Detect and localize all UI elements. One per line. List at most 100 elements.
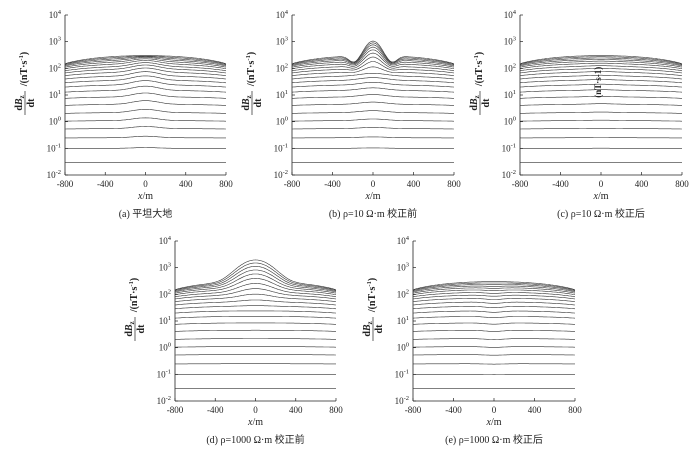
y-tick-label: 104 xyxy=(504,9,517,20)
y-label-unit: /(nT·s-1) xyxy=(366,278,378,313)
overlay-unit-text: (nT·s-1) xyxy=(593,67,603,98)
curve-line xyxy=(520,103,682,106)
curve-line xyxy=(413,354,575,356)
x-tick-label: -800 xyxy=(405,405,422,415)
x-axis-label: x/m xyxy=(364,191,380,202)
panel-a: 10-2 10-1 100 101 102 103 104 -800 -400 0 400 800 x/… xyxy=(14,9,233,220)
curve-line xyxy=(412,294,576,300)
curve-line xyxy=(519,89,683,93)
curve-line xyxy=(412,284,576,292)
x-tick-label: -400 xyxy=(445,405,462,415)
curve-line xyxy=(413,363,575,365)
curve-line xyxy=(412,285,576,293)
x-axis-label: x/m xyxy=(137,191,153,202)
y-tick-label: 101 xyxy=(504,89,516,100)
y-tick-label: 10-2 xyxy=(47,169,61,180)
curve-line xyxy=(519,56,683,65)
y-tick-label: 103 xyxy=(276,36,288,47)
curve-line xyxy=(412,298,576,302)
y-tick-label: 102 xyxy=(49,62,61,73)
x-tick-label: 0 xyxy=(492,405,497,415)
y-tick-label: 100 xyxy=(159,342,171,353)
y-tick-label: 104 xyxy=(49,9,62,20)
y-tick-label: 101 xyxy=(276,89,288,100)
curve-line xyxy=(175,346,336,348)
y-tick-label: 102 xyxy=(397,288,409,299)
curve-line xyxy=(64,62,227,72)
y-tick-label: 100 xyxy=(504,116,516,127)
x-axis-label: x/m xyxy=(592,191,608,202)
panel-d: 10-2 10-1 100 101 102 103 104 -800 -400 0 400 800 x/… xyxy=(124,235,343,446)
y-label-unit: /(nT·s-1) xyxy=(245,52,257,87)
y-label-numerator: dBz xyxy=(14,95,26,110)
x-tick-label: 400 xyxy=(407,179,421,189)
curve-line xyxy=(291,61,455,74)
curve-line xyxy=(412,289,576,295)
x-tick-label: -400 xyxy=(552,179,569,189)
y-label-unit: /(nT·s-1) xyxy=(128,278,140,313)
y-tick-label: 104 xyxy=(276,9,289,20)
curve-line xyxy=(174,310,337,314)
panel-caption: (e) ρ=1000 Ω·m 校正后 xyxy=(445,433,543,446)
x-tick-label: 400 xyxy=(528,405,542,415)
curve-line xyxy=(520,128,682,130)
curve-line xyxy=(65,109,226,114)
y-tick-label: 103 xyxy=(49,36,61,47)
x-tick-label: 0 xyxy=(599,179,604,189)
y-tick-label: 10-1 xyxy=(502,142,516,153)
y-label-denominator: dt xyxy=(136,324,147,334)
curve-line xyxy=(291,82,455,88)
panel-caption: (c) ρ=10 Ω·m 校正后 xyxy=(557,207,645,220)
curve-line xyxy=(519,65,683,72)
curve-line xyxy=(174,273,337,294)
curve-line xyxy=(519,74,683,80)
curve-line xyxy=(519,59,683,67)
panel-b: 10-2 10-1 100 101 102 103 104 -800 -400 0 400 800 x/… xyxy=(241,9,461,220)
curve-line xyxy=(291,52,455,69)
y-label-denominator: dt xyxy=(26,98,37,108)
curve-line xyxy=(519,96,683,99)
curve-line xyxy=(291,94,455,99)
curve-line xyxy=(292,110,454,114)
x-tick-label: -800 xyxy=(284,179,301,189)
curve-line xyxy=(174,278,337,295)
y-label-unit: /(nT·s-1) xyxy=(473,52,485,87)
curve-line xyxy=(519,71,683,76)
curve-line xyxy=(65,117,226,122)
x-tick-label: -800 xyxy=(57,179,74,189)
curve-line xyxy=(64,58,227,68)
x-tick-label: -800 xyxy=(167,405,184,415)
curve-line xyxy=(291,56,455,72)
x-tick-label: -400 xyxy=(324,179,341,189)
curve-line xyxy=(174,259,337,290)
curve-line xyxy=(519,55,683,64)
y-tick-label: 10-2 xyxy=(395,395,409,406)
curve-line xyxy=(64,80,227,88)
x-tick-label: 400 xyxy=(635,179,649,189)
y-tick-label: 103 xyxy=(397,262,409,273)
curve-line xyxy=(174,269,337,293)
curve-line xyxy=(520,119,682,122)
y-tick-label: 10-2 xyxy=(502,169,516,180)
curve-line xyxy=(291,73,455,80)
y-label-denominator: dt xyxy=(374,324,385,334)
y-label-denominator: dt xyxy=(481,98,492,108)
curve-line xyxy=(292,127,454,130)
curve-line xyxy=(174,265,337,292)
curve-line xyxy=(292,118,454,122)
curve-line xyxy=(412,301,576,306)
curve-line xyxy=(413,330,575,332)
curve-line xyxy=(64,60,227,69)
y-tick-label: 100 xyxy=(276,116,288,127)
y-label-numerator: dBz xyxy=(362,321,374,336)
y-label-unit: /(nT·s-1) xyxy=(18,52,30,87)
x-tick-label: 0 xyxy=(143,179,148,189)
curve-line xyxy=(174,299,337,306)
curve-line xyxy=(519,60,683,68)
curve-line xyxy=(64,71,227,80)
y-tick-label: 10-1 xyxy=(274,142,288,153)
x-tick-label: 800 xyxy=(675,179,689,189)
y-tick-label: 104 xyxy=(159,235,172,246)
